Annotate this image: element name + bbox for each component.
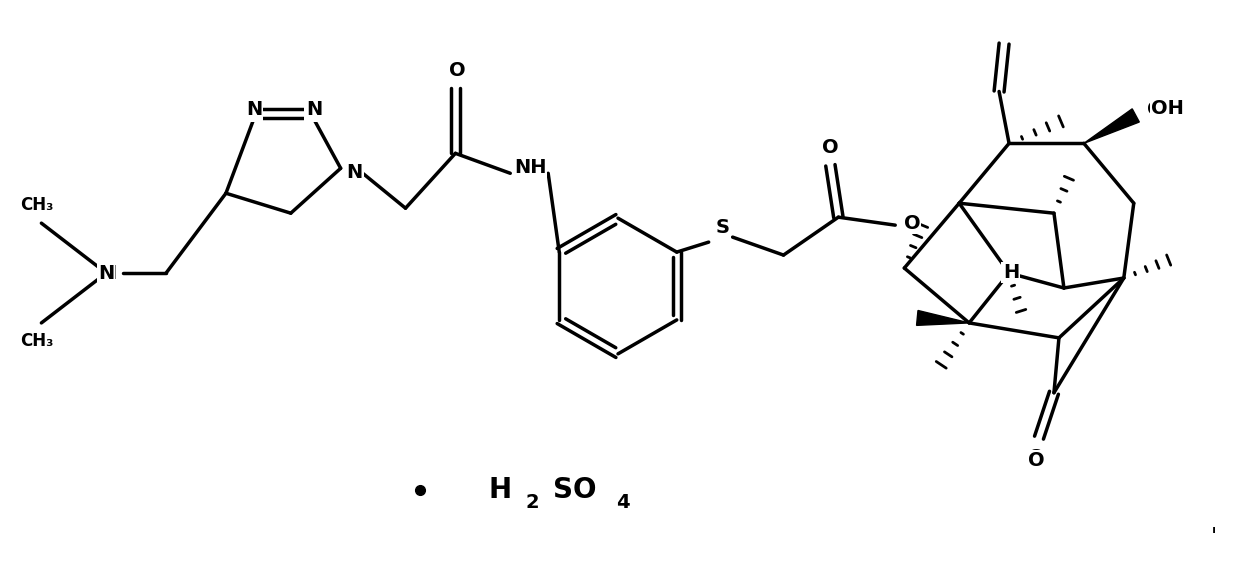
Text: NH: NH	[513, 159, 547, 178]
Text: O: O	[904, 214, 920, 233]
Text: NH: NH	[513, 158, 547, 177]
Text: SO: SO	[553, 476, 596, 503]
Text: N: N	[246, 102, 262, 121]
Text: O: O	[448, 61, 464, 80]
Text: CH₃: CH₃	[20, 332, 53, 350]
Text: CH₃: CH₃	[20, 196, 53, 214]
Text: OH: OH	[1151, 99, 1184, 118]
Text: ': '	[1210, 527, 1216, 547]
Text: O: O	[822, 138, 838, 157]
Text: H: H	[1002, 262, 1018, 281]
Text: N: N	[305, 102, 321, 121]
Text: CH₃: CH₃	[20, 196, 53, 214]
Text: H: H	[1003, 262, 1019, 281]
Text: O: O	[822, 138, 838, 157]
Text: O: O	[1028, 451, 1044, 470]
Text: O: O	[901, 214, 919, 233]
Polygon shape	[1084, 109, 1140, 143]
Text: 4: 4	[616, 493, 630, 512]
Text: OH: OH	[1147, 100, 1180, 119]
Text: O: O	[1028, 448, 1044, 467]
Text: N: N	[346, 163, 363, 182]
Text: S: S	[715, 218, 729, 236]
Text: O: O	[449, 61, 466, 80]
Text: N: N	[306, 100, 322, 119]
Text: H: H	[489, 476, 512, 503]
Text: CH₃: CH₃	[20, 332, 53, 350]
Polygon shape	[916, 310, 970, 325]
Text: N: N	[345, 164, 361, 183]
Text: N: N	[98, 264, 114, 283]
Text: 2: 2	[526, 493, 539, 512]
Text: N: N	[100, 264, 117, 283]
Text: N: N	[246, 100, 262, 119]
Text: S: S	[714, 220, 728, 239]
